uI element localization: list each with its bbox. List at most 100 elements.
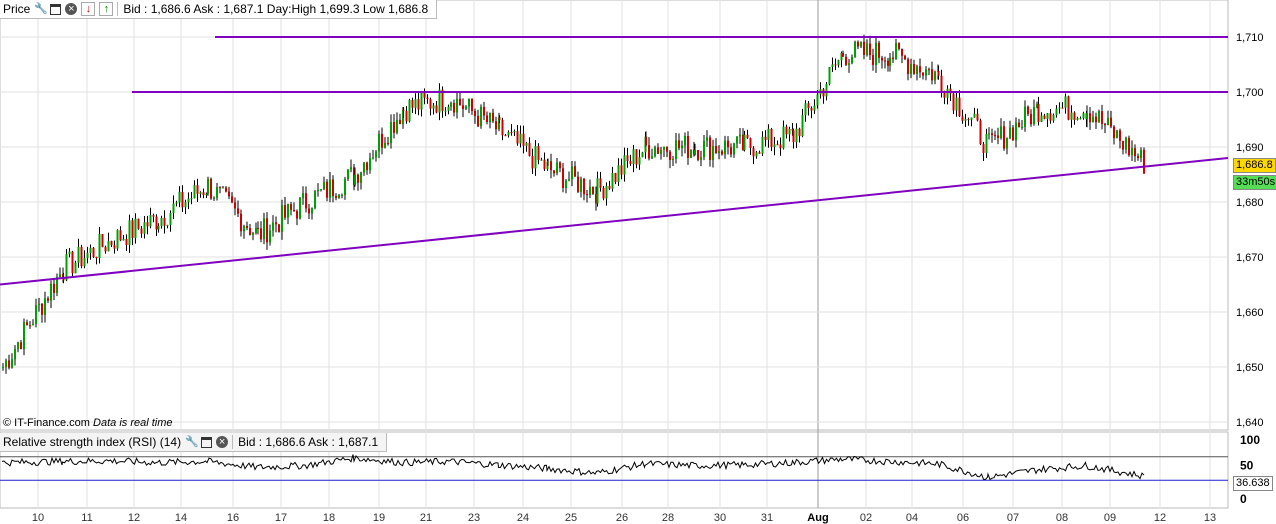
rsi-pane-title: Relative strength index (RSI) (14) — [3, 435, 182, 449]
wrench-icon[interactable]: 🔧 — [185, 436, 199, 448]
y-tick-label: 1,650 — [1236, 362, 1264, 374]
candle-body — [420, 92, 423, 110]
candle-body — [842, 52, 844, 57]
close-icon[interactable]: × — [65, 3, 78, 15]
candle-body — [994, 135, 996, 137]
candle-body — [770, 128, 773, 148]
candle-body — [889, 57, 891, 66]
candle-body — [462, 105, 464, 110]
arrow-up-icon[interactable]: ↑ — [99, 2, 114, 16]
candle-body — [240, 213, 242, 232]
candle-body — [402, 109, 405, 111]
candle-body — [104, 247, 107, 252]
x-tick-label: 11 — [81, 512, 92, 524]
candle-body — [715, 145, 717, 154]
candle-body — [592, 186, 594, 195]
candle-body — [878, 42, 880, 58]
y-tick-label: 1,690 — [1236, 142, 1264, 154]
candle-body — [568, 179, 570, 181]
y-tick-label: 1,710 — [1236, 32, 1264, 44]
candle-body — [901, 48, 903, 56]
candle-body — [599, 178, 602, 188]
candle-body — [767, 128, 770, 140]
rsi-y-tick: 100 — [1240, 433, 1260, 447]
arrow-down-icon[interactable]: ↓ — [81, 2, 96, 16]
candle-body — [205, 193, 208, 195]
candle-body — [913, 64, 915, 74]
candle-body — [193, 185, 196, 199]
candle-body — [961, 116, 964, 121]
candle-body — [414, 99, 417, 108]
candle-body — [1055, 108, 1058, 116]
candle-body — [831, 64, 834, 68]
x-tick-label: 13 — [1204, 512, 1216, 524]
rsi-quote: Bid : 1,686.6 Ask : 1,687.1 — [232, 435, 382, 449]
candle-body — [898, 43, 900, 49]
candle-body — [675, 140, 677, 160]
candle-body — [281, 205, 283, 232]
candle-body — [53, 283, 55, 293]
candle-body — [465, 106, 467, 110]
candle-body — [988, 133, 990, 135]
candle-body — [1015, 122, 1017, 141]
candle-body — [574, 166, 576, 177]
candle-body — [825, 84, 828, 97]
candle-body — [435, 105, 438, 113]
x-tick-label: 10 — [32, 512, 44, 524]
candle-body — [181, 191, 184, 208]
candle-body — [531, 155, 534, 169]
x-tick-label: 12 — [128, 512, 140, 524]
wrench-icon[interactable]: 🔧 — [34, 3, 49, 15]
candle-body — [350, 167, 352, 170]
candle-body — [556, 162, 558, 174]
candle-body — [834, 64, 837, 66]
candle-body — [143, 222, 146, 234]
candle-body — [583, 178, 585, 195]
candle-body — [791, 128, 794, 131]
candle-body — [687, 135, 689, 158]
x-tick-label: 26 — [616, 512, 628, 524]
candle-body — [492, 112, 494, 122]
close-icon[interactable]: × — [216, 436, 229, 448]
candle-body — [272, 222, 274, 231]
candle-body — [1003, 126, 1005, 149]
candle-body — [782, 126, 785, 149]
candle-body — [851, 56, 853, 64]
candle-body — [916, 66, 918, 74]
candle-body — [755, 152, 758, 157]
candle-body — [341, 194, 343, 196]
candle-body — [432, 105, 435, 109]
candle-body — [98, 234, 101, 259]
candle-body — [657, 147, 659, 154]
candle-body — [952, 93, 955, 111]
candle-body — [296, 211, 298, 219]
candle-body — [1082, 113, 1085, 119]
candle-body — [1024, 106, 1026, 127]
candle-body — [681, 145, 683, 149]
candle-body — [991, 133, 993, 136]
candle-body — [721, 151, 723, 155]
candle-body — [565, 180, 567, 188]
candle-body — [690, 149, 692, 158]
candle-body — [269, 230, 271, 243]
candle-body — [29, 325, 31, 327]
candle-body — [429, 99, 432, 109]
candle-body — [547, 161, 549, 163]
price-toolbar: Price 🔧 × ↓ ↑ Bid : 1,686.6 Ask : 1,687.… — [0, 0, 438, 19]
candle-body — [534, 146, 537, 169]
candle-body — [101, 234, 104, 248]
candle-body — [801, 115, 804, 137]
candle-body — [302, 193, 304, 199]
window-icon[interactable] — [201, 436, 213, 448]
candle-body — [887, 60, 889, 66]
candle-body — [684, 135, 686, 146]
candle-body — [169, 212, 172, 225]
candle-body — [608, 185, 611, 189]
candle-body — [964, 119, 967, 121]
candle-body — [426, 97, 429, 100]
window-icon[interactable] — [50, 3, 62, 15]
candle-body — [456, 98, 458, 113]
x-tick-label: 21 — [420, 512, 432, 524]
x-tick-label: 14 — [175, 512, 187, 524]
